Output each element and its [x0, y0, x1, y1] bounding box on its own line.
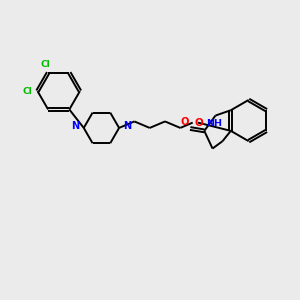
Text: N: N [123, 122, 131, 131]
Text: NH: NH [206, 119, 222, 128]
Text: O: O [194, 118, 203, 128]
Text: Cl: Cl [41, 60, 51, 69]
Text: Cl: Cl [22, 87, 32, 96]
Text: O: O [180, 117, 189, 127]
Text: N: N [71, 122, 80, 131]
